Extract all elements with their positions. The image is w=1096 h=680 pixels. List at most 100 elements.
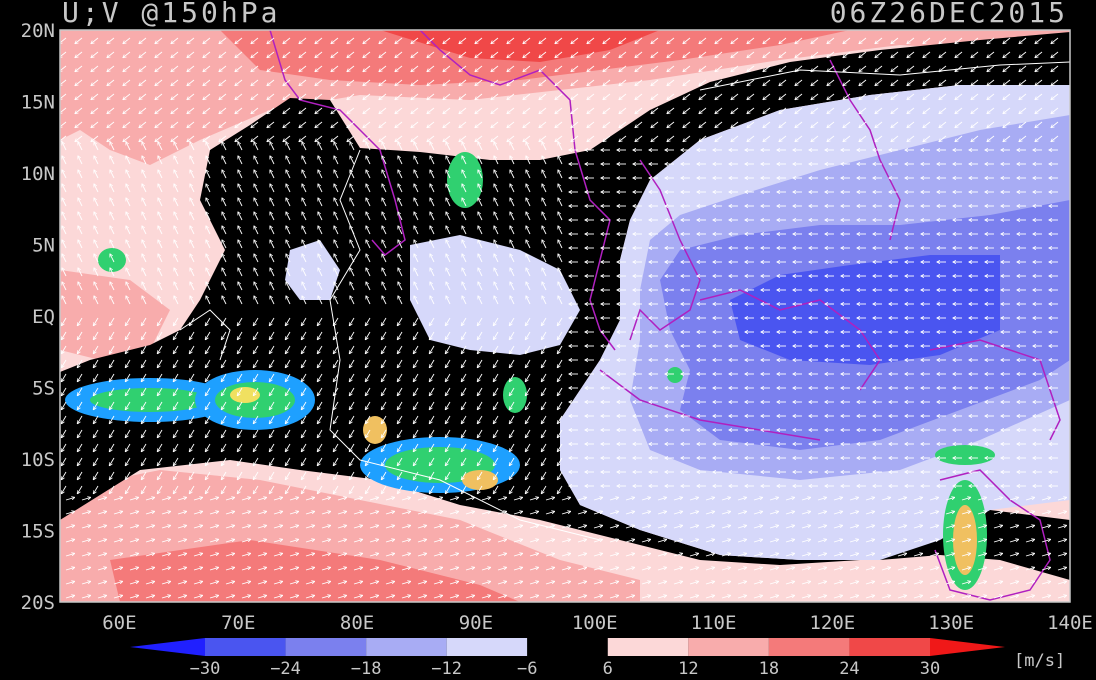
wind-vector: [219, 65, 227, 72]
wind-vector: [891, 37, 899, 44]
wind-vector: [331, 79, 339, 86]
wind-vector: [299, 135, 307, 142]
wind-vector: [347, 107, 355, 114]
wind-vector: [219, 121, 227, 128]
wind-vector: [715, 51, 723, 58]
wind-vector: [251, 65, 259, 72]
wind-vector: [395, 65, 403, 72]
wind-vector: [443, 135, 451, 142]
wind-vector: [843, 79, 851, 86]
wind-vector: [875, 79, 883, 86]
colorbar-box: [607, 638, 689, 656]
wind-vector: [811, 121, 819, 128]
wind-vector: [699, 107, 707, 114]
wind-vector: [459, 37, 467, 44]
wind-vector: [811, 51, 819, 58]
wind-vector: [635, 121, 643, 128]
wind-vector: [939, 121, 947, 128]
wind-vector: [795, 107, 803, 114]
wind-vector: [923, 51, 931, 58]
colorbar-min-triangle: [130, 638, 205, 656]
wind-vector: [603, 93, 611, 100]
wind-vector: [683, 79, 691, 86]
wind-vector: [235, 121, 243, 128]
wind-vector: [747, 121, 755, 128]
wind-vector: [75, 107, 83, 114]
wind-vector: [907, 65, 915, 72]
wind-vector: [859, 93, 867, 100]
wind-vector: [1051, 93, 1059, 100]
wind-vector: [683, 121, 691, 128]
wind-vector: [427, 107, 435, 114]
wind-vector: [939, 79, 947, 86]
wind-vector: [395, 93, 403, 100]
wind-vector: [267, 79, 275, 86]
wind-vector: [747, 37, 755, 44]
wind-vector: [411, 65, 419, 72]
wind-vector: [779, 37, 787, 44]
wind-vector: [859, 37, 867, 44]
wind-vector: [1019, 65, 1027, 72]
colorbar-box: [446, 638, 528, 656]
wind-vector: [843, 65, 851, 72]
wind-vector: [283, 65, 291, 72]
wind-vector: [523, 79, 531, 86]
wind-vector: [699, 51, 707, 58]
colorbar-tick-label: 6: [603, 659, 613, 679]
wind-vector: [971, 93, 979, 100]
wind-vector: [251, 37, 259, 44]
wind-vector: [939, 51, 947, 58]
wind-vector: [1019, 121, 1027, 128]
wind-vector: [555, 51, 563, 58]
wind-vector: [571, 65, 579, 72]
lon-tick-label: 90E: [459, 612, 493, 634]
wind-vector: [875, 51, 883, 58]
wind-vector: [779, 93, 787, 100]
wind-vector: [219, 51, 227, 58]
wind-vector: [651, 65, 659, 72]
wind-vector: [747, 65, 755, 72]
colorbar-box: [366, 638, 447, 656]
wind-vector: [1051, 121, 1059, 128]
wind-vector: [827, 37, 835, 44]
wind-vector: [587, 79, 595, 86]
wind-vector: [619, 121, 627, 128]
wind-vector: [123, 51, 131, 58]
wind-vector: [219, 93, 227, 100]
wind-vector: [571, 79, 579, 86]
wind-vector: [91, 93, 99, 100]
wind-vector: [363, 79, 371, 86]
wind-vector: [827, 79, 835, 86]
wind-vector: [779, 51, 787, 58]
wind-vector: [411, 107, 419, 114]
wind-vector: [219, 37, 227, 44]
wind-vector: [635, 93, 643, 100]
wind-vector: [1035, 79, 1043, 86]
wind-vector: [635, 135, 643, 142]
wind-vector: [1035, 51, 1043, 58]
wind-vector: [427, 79, 435, 86]
lon-tick-label: 140E: [1047, 612, 1093, 634]
wind-vector: [795, 135, 803, 142]
wind-vector: [235, 51, 243, 58]
wind-vector: [987, 65, 995, 72]
wind-vector: [107, 65, 115, 72]
wind-vector: [203, 135, 211, 142]
wind-vector: [939, 37, 947, 44]
wind-vector: [971, 51, 979, 58]
wind-vector: [651, 37, 659, 44]
wind-vector: [715, 37, 723, 44]
wind-vector: [555, 65, 563, 72]
wind-vector: [1003, 79, 1011, 86]
map-title: U;V @150hPa: [62, 0, 281, 29]
wind-vector: [251, 79, 259, 86]
wind-vector: [427, 37, 435, 44]
lat-tick-label: 20N: [21, 20, 55, 42]
wind-vector: [763, 121, 771, 128]
wind-vector: [907, 107, 915, 114]
wind-vector: [459, 135, 467, 142]
wind-vector: [587, 51, 595, 58]
wind-vector: [347, 79, 355, 86]
wind-vector: [539, 65, 547, 72]
wind-vector: [443, 37, 451, 44]
